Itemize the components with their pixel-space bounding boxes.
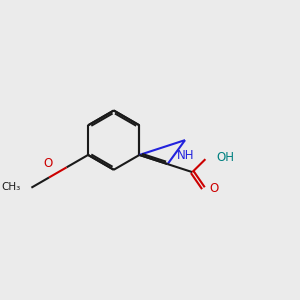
Text: OH: OH (216, 151, 234, 164)
Text: NH: NH (177, 148, 194, 162)
Text: CH₃: CH₃ (2, 182, 21, 192)
Text: O: O (210, 182, 219, 195)
Text: O: O (44, 157, 53, 170)
